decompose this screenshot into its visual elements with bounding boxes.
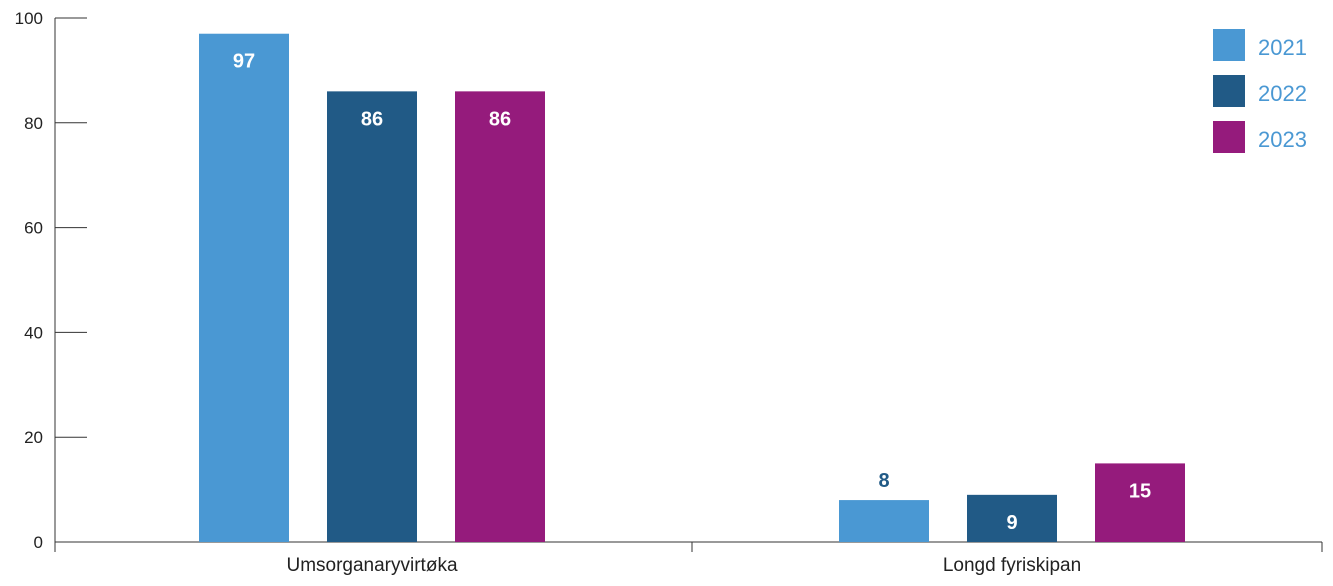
legend-swatch (1213, 121, 1245, 153)
legend-label: 2023 (1258, 127, 1307, 152)
bar-2022 (327, 91, 417, 543)
bar-2022 (967, 494, 1057, 542)
bar-value-label: 15 (1129, 480, 1151, 502)
x-category-label: Umsorganaryvirtøka (286, 555, 457, 576)
legend: 2021 2022 2023 (1213, 29, 1307, 153)
value-labels-layer: 97 8 86 9 86 15 (233, 51, 1151, 534)
bars-layer (199, 33, 1185, 543)
bar-value-label: 86 (489, 108, 511, 130)
y-tick-label: 80 (24, 114, 43, 133)
legend-label: 2022 (1258, 81, 1307, 106)
y-tick-label: 40 (24, 323, 43, 342)
y-tick-label: 20 (24, 428, 43, 447)
y-tick-label: 60 (24, 219, 43, 238)
bar-value-label: 8 (878, 470, 889, 492)
axes-layer: 0 20 40 60 80 100 Umsorganaryvirtøka Longd fyri… (15, 9, 1323, 576)
bar-2021 (839, 500, 929, 542)
bar-2021 (199, 33, 289, 542)
legend-label: 2021 (1258, 35, 1307, 60)
bar-2023 (455, 91, 545, 543)
x-category-label: Longd fyriskipan (943, 555, 1081, 576)
legend-swatch (1213, 29, 1245, 61)
legend-swatch (1213, 75, 1245, 107)
y-tick-label: 100 (15, 9, 43, 28)
y-tick-label: 0 (34, 533, 43, 552)
bar-2023 (1095, 463, 1185, 542)
bar-value-label: 97 (233, 51, 255, 73)
bar-value-label: 86 (361, 108, 383, 130)
bar-value-label: 9 (1006, 512, 1017, 534)
